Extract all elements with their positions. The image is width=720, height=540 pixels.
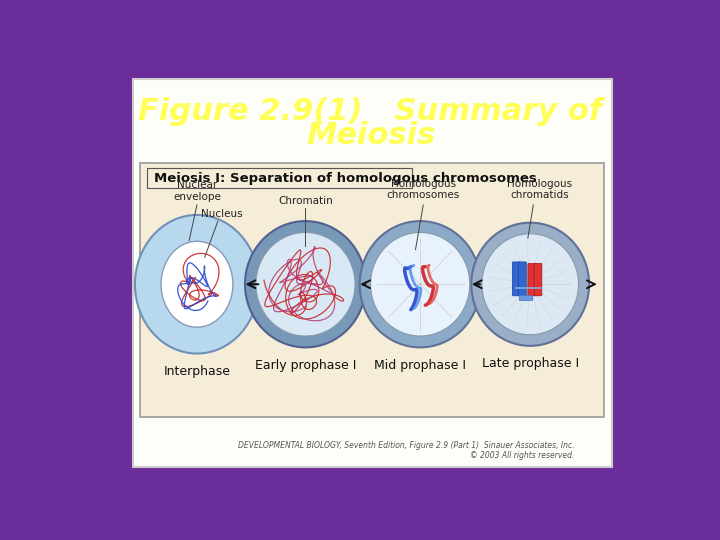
FancyBboxPatch shape: [528, 264, 536, 296]
Text: DEVELOPMENTAL BIOLOGY, Seventh Edition, Figure 2.9 (Part 1)  Sinauer Associates,: DEVELOPMENTAL BIOLOGY, Seventh Edition, …: [238, 441, 575, 460]
FancyBboxPatch shape: [148, 168, 413, 188]
Text: Late prophase I: Late prophase I: [482, 357, 579, 370]
FancyBboxPatch shape: [518, 262, 526, 296]
Ellipse shape: [161, 241, 233, 327]
Text: Meiosis I: Separation of homologous chromosomes: Meiosis I: Separation of homologous chro…: [153, 172, 536, 185]
Ellipse shape: [256, 233, 355, 336]
FancyBboxPatch shape: [513, 262, 520, 296]
Text: Homologous
chromatids: Homologous chromatids: [507, 179, 572, 200]
Ellipse shape: [371, 233, 469, 336]
Text: Mid prophase I: Mid prophase I: [374, 359, 466, 372]
Text: Meiosis: Meiosis: [306, 121, 435, 150]
FancyBboxPatch shape: [534, 264, 542, 296]
FancyBboxPatch shape: [132, 79, 611, 467]
Ellipse shape: [360, 221, 481, 347]
FancyBboxPatch shape: [519, 295, 532, 300]
Ellipse shape: [472, 222, 589, 346]
Ellipse shape: [482, 234, 578, 335]
FancyBboxPatch shape: [140, 164, 604, 417]
Text: Nuclear
envelope: Nuclear envelope: [173, 180, 221, 202]
Ellipse shape: [245, 221, 366, 347]
Text: Early prophase I: Early prophase I: [255, 359, 356, 372]
Ellipse shape: [135, 215, 259, 354]
Text: Nucleus: Nucleus: [201, 209, 243, 219]
Text: Interphase: Interphase: [163, 365, 230, 378]
Text: Homologous
chromosomes: Homologous chromosomes: [387, 179, 460, 200]
Text: Figure 2.9(1)   Summary of: Figure 2.9(1) Summary of: [138, 97, 603, 125]
Text: Chromatin: Chromatin: [278, 195, 333, 206]
